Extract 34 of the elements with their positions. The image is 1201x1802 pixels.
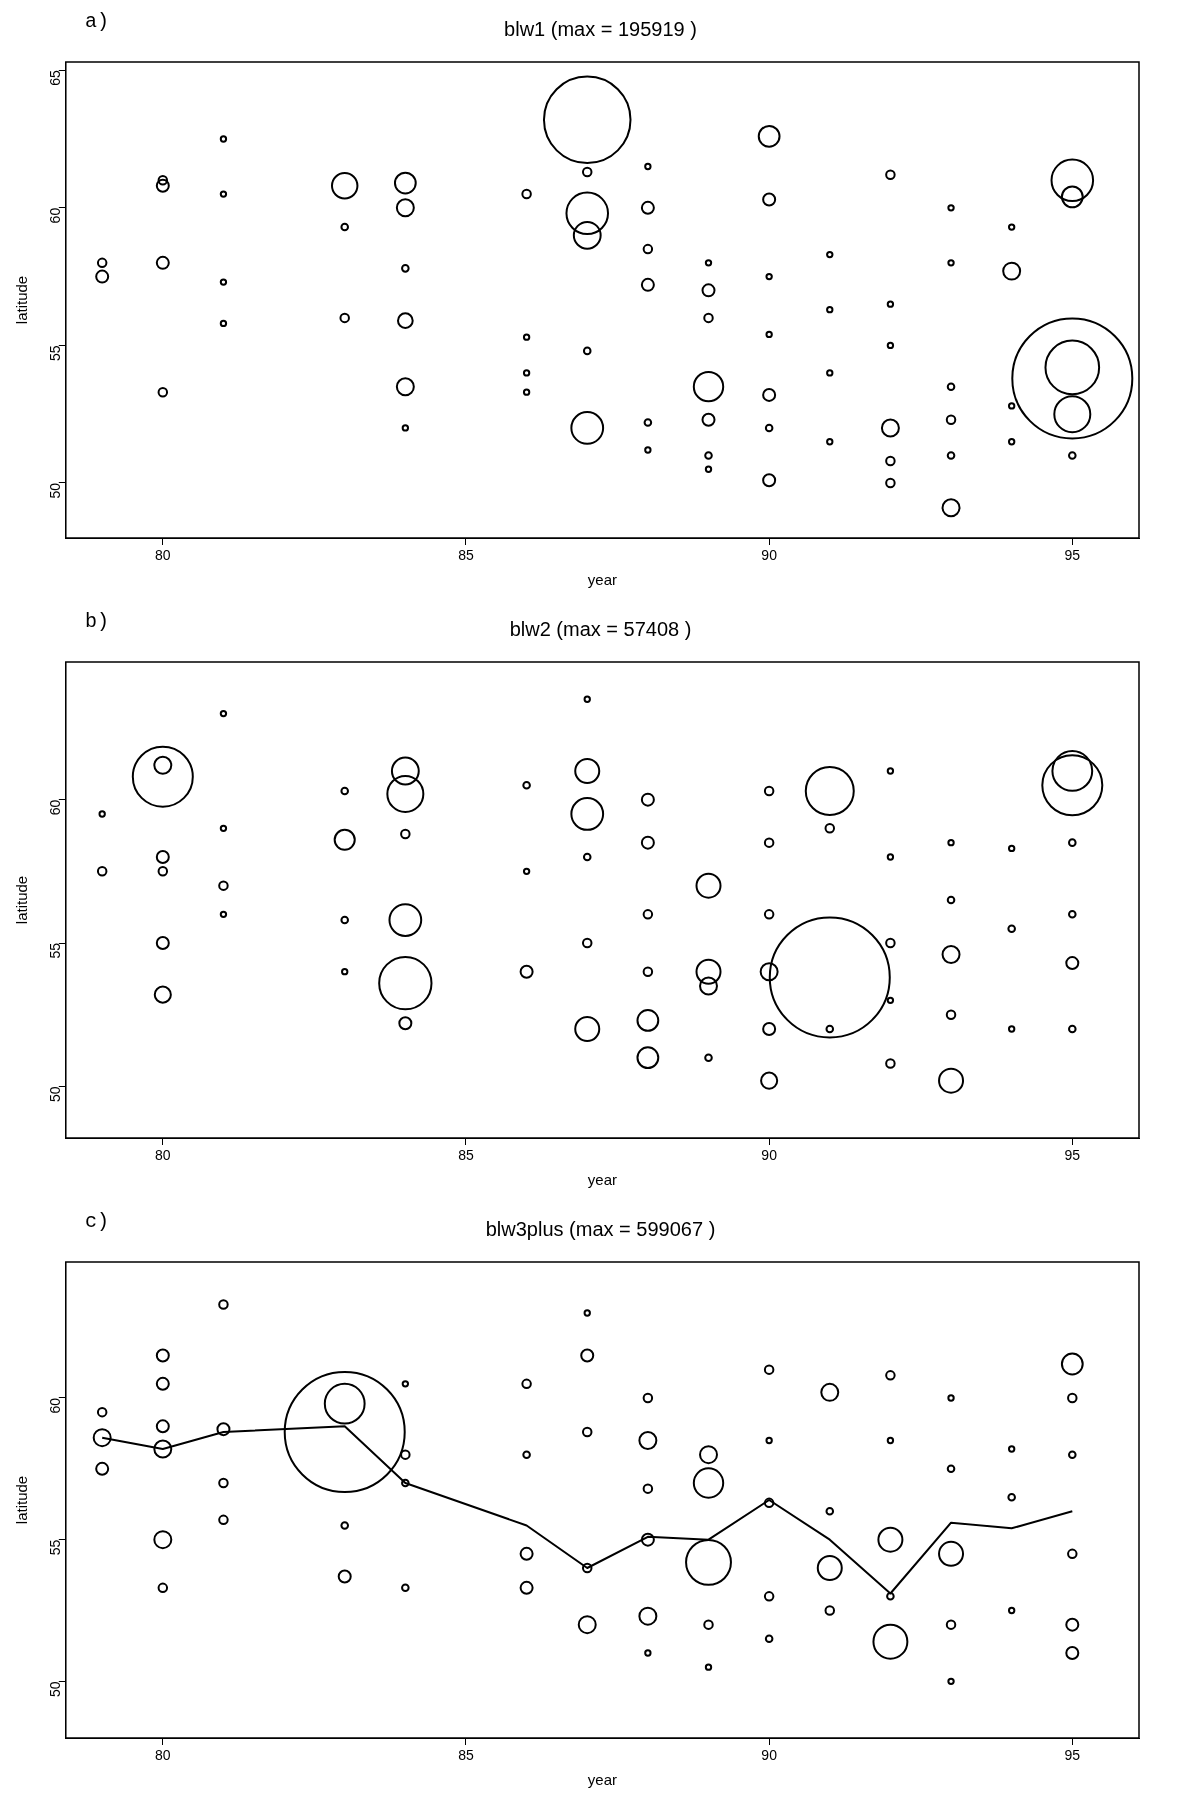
x-tick-label: 85: [458, 547, 474, 564]
x-axis-title: year: [587, 1170, 617, 1188]
y-tick-label: 55: [46, 942, 63, 959]
x-tick-label: 80: [155, 1747, 171, 1764]
x-tick-label: 95: [1064, 547, 1081, 564]
x-tick-label: 90: [761, 1147, 778, 1164]
y-axis-title: latitude: [13, 275, 31, 325]
chart-title: blw1 (max = 195919 ): [504, 17, 697, 40]
x-tick-label: 85: [458, 1147, 474, 1164]
x-axis-title: year: [587, 570, 617, 588]
x-tick-label: 95: [1064, 1747, 1081, 1764]
y-tick-label: 65: [46, 70, 63, 86]
x-tick-label: 85: [458, 1747, 474, 1764]
chart-title: blw2 (max = 57408 ): [509, 617, 692, 640]
x-tick-label: 90: [761, 547, 778, 564]
y-axis-title: latitude: [13, 875, 31, 925]
y-tick-label: 50: [46, 482, 63, 499]
y-axis-title: latitude: [13, 1475, 31, 1525]
y-tick-label: 50: [46, 1681, 63, 1697]
chart-title: blw3plus (max = 599067 ): [485, 1217, 716, 1240]
x-tick-label: 90: [761, 1747, 778, 1764]
y-tick-label: 55: [46, 1539, 63, 1556]
y-tick-label: 55: [46, 345, 63, 361]
y-tick-label: 50: [46, 1086, 63, 1102]
text: a): [85, 10, 110, 34]
y-tick-label: 60: [46, 207, 63, 224]
y-tick-label: 60: [46, 1397, 63, 1414]
x-tick-label: 80: [155, 1147, 171, 1164]
x-tick-label: 80: [155, 547, 171, 564]
text: b): [85, 610, 110, 634]
x-tick-label: 95: [1064, 1147, 1081, 1164]
text: c): [85, 1210, 110, 1234]
y-tick-label: 60: [46, 799, 63, 816]
x-axis-title: year: [587, 1770, 617, 1788]
